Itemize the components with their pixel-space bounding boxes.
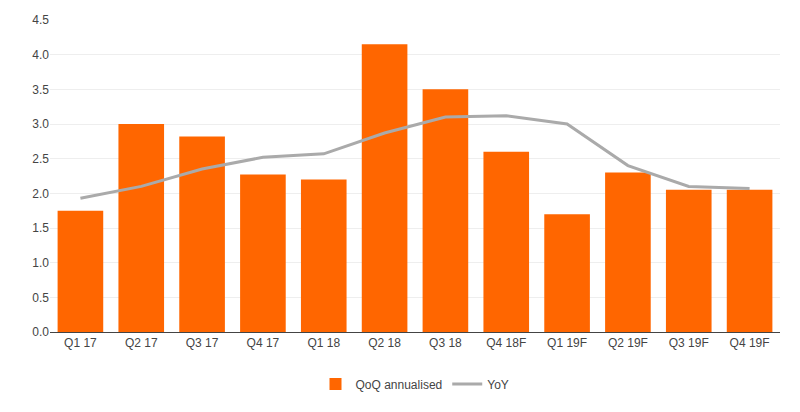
svg-text:Q1 18: Q1 18 — [307, 336, 340, 350]
svg-text:Q2 17: Q2 17 — [125, 336, 158, 350]
svg-text:Q4 17: Q4 17 — [247, 336, 280, 350]
svg-text:0.5: 0.5 — [32, 291, 49, 305]
svg-text:3.5: 3.5 — [32, 83, 49, 97]
svg-text:0.0: 0.0 — [32, 325, 49, 339]
svg-text:4.5: 4.5 — [32, 13, 49, 27]
svg-text:1.5: 1.5 — [32, 221, 49, 235]
svg-text:Q2 18: Q2 18 — [368, 336, 401, 350]
svg-text:YoY: YoY — [487, 378, 509, 392]
svg-text:Q4 18F: Q4 18F — [486, 336, 526, 350]
svg-text:Q3 17: Q3 17 — [186, 336, 219, 350]
svg-text:2.5: 2.5 — [32, 152, 49, 166]
svg-text:Q3 19F: Q3 19F — [669, 336, 709, 350]
svg-text:Q4 19F: Q4 19F — [730, 336, 770, 350]
svg-text:Q2 19F: Q2 19F — [608, 336, 648, 350]
svg-text:2.0: 2.0 — [32, 187, 49, 201]
svg-text:4.0: 4.0 — [32, 48, 49, 62]
svg-text:Q3 18: Q3 18 — [429, 336, 462, 350]
svg-text:Q1 19F: Q1 19F — [547, 336, 587, 350]
svg-text:1.0: 1.0 — [32, 256, 49, 270]
svg-text:QoQ annualised: QoQ annualised — [356, 378, 443, 392]
svg-text:3.0: 3.0 — [32, 117, 49, 131]
svg-text:Q1 17: Q1 17 — [64, 336, 97, 350]
